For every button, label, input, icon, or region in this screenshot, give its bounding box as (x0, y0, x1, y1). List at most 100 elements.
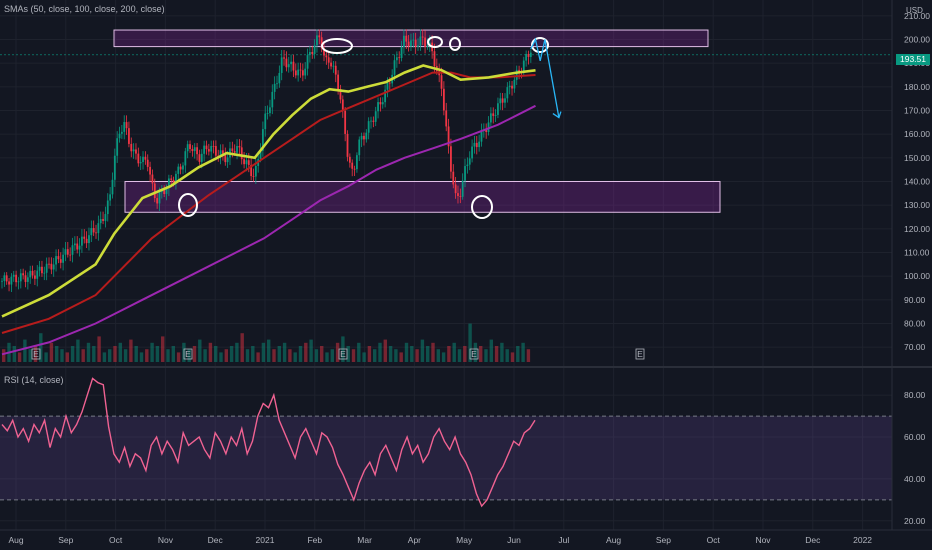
event-marker-box (469, 348, 479, 360)
event-marker-label: E (33, 349, 39, 359)
event-marker-box (183, 348, 193, 360)
volume-bar (129, 339, 133, 362)
candle-body (388, 82, 391, 84)
candle-body (316, 35, 318, 46)
candle-body (266, 113, 269, 114)
time-tick-label: Mar (357, 535, 372, 545)
candle-body (506, 87, 509, 99)
candle-body (370, 120, 372, 122)
candle-body (504, 98, 506, 103)
candle-body (5, 275, 8, 282)
volume-bar (410, 346, 414, 362)
candle-body (311, 52, 314, 54)
volume-bar (494, 346, 499, 362)
candle-body (36, 270, 39, 279)
candle-body (247, 160, 250, 165)
candle-body (283, 57, 285, 59)
candle-body (353, 168, 356, 170)
time-tick-label: Dec (805, 535, 821, 545)
sma-legend: SMAs (50, close, 100, close, 200, close) (4, 4, 165, 14)
candle-body (466, 164, 469, 167)
candle-body (22, 273, 25, 276)
candle-body (522, 60, 525, 72)
volume-bar (192, 346, 197, 362)
volume-bar (404, 342, 409, 362)
candle-body (301, 70, 304, 76)
candle-body (417, 45, 419, 47)
candle-body (515, 69, 518, 80)
price-tick-label: 150.00 (904, 153, 930, 163)
candle-body (19, 273, 22, 282)
candle-body (238, 146, 241, 148)
candle-body (447, 126, 450, 147)
candle-body (299, 69, 302, 71)
volume-bar (335, 342, 340, 362)
volume-bar (161, 336, 165, 362)
candle-body (99, 219, 102, 224)
volume-bar (457, 349, 462, 362)
candle-body (45, 263, 48, 273)
candle-body (269, 107, 271, 114)
candle-body (184, 151, 187, 166)
candle-body (55, 256, 57, 265)
candle-body (120, 131, 123, 134)
volume-bar (282, 342, 287, 362)
candle-body (170, 178, 173, 180)
candle-body (123, 122, 126, 132)
volume-bar (23, 339, 27, 362)
candle-body (76, 243, 79, 250)
candle-body (290, 61, 292, 65)
volume-bar (526, 349, 531, 362)
candle-body (78, 245, 81, 250)
volume-bar (420, 339, 425, 362)
candle-body (189, 144, 191, 150)
price-tick-label: 130.00 (904, 200, 930, 210)
moving-averages (1, 64, 536, 356)
candle-body (309, 52, 311, 56)
rsi-line (1, 377, 536, 508)
price-tick-label: 210.00 (904, 11, 930, 21)
candle-body (365, 132, 368, 140)
volume-bar (33, 346, 38, 362)
candle-body (407, 41, 410, 47)
candle-body (381, 102, 384, 105)
candle-body (294, 70, 297, 76)
volume-bar (272, 349, 276, 362)
candle-body (398, 57, 401, 59)
candle-body (196, 147, 198, 155)
time-tick-label: 2022 (853, 535, 872, 545)
candle-body (92, 228, 95, 233)
event-marker-label: E (471, 349, 477, 359)
candle-body (73, 243, 76, 246)
volume-bar (97, 336, 101, 362)
candle-body (285, 58, 288, 68)
volume-bar (431, 342, 435, 362)
candle-body (205, 145, 208, 150)
candle-body (62, 254, 65, 263)
volume-bar (198, 339, 202, 362)
candle-body (393, 60, 396, 75)
volume-bar (447, 346, 451, 362)
candle-body (511, 85, 513, 89)
volume-bar (426, 346, 430, 362)
candle-body (252, 176, 255, 177)
candle-body (12, 274, 15, 277)
candle-body (379, 102, 382, 105)
volume-bar (500, 342, 504, 362)
candle-body (471, 146, 473, 159)
sma100-line (1, 71, 536, 334)
volume-bar (256, 352, 260, 362)
candle-body (513, 79, 516, 89)
time-tick-label: Jul (558, 535, 569, 545)
candle-body (102, 219, 104, 221)
volume-bar (304, 342, 308, 362)
volume-bar (55, 346, 59, 362)
candle-body (337, 74, 340, 90)
candle-body (59, 259, 62, 263)
candle-body (440, 75, 443, 89)
volume-bar (49, 342, 54, 362)
volume-bar (118, 342, 122, 362)
candle-body (323, 48, 325, 56)
volume-bar (479, 346, 483, 362)
candle-body (243, 159, 245, 165)
